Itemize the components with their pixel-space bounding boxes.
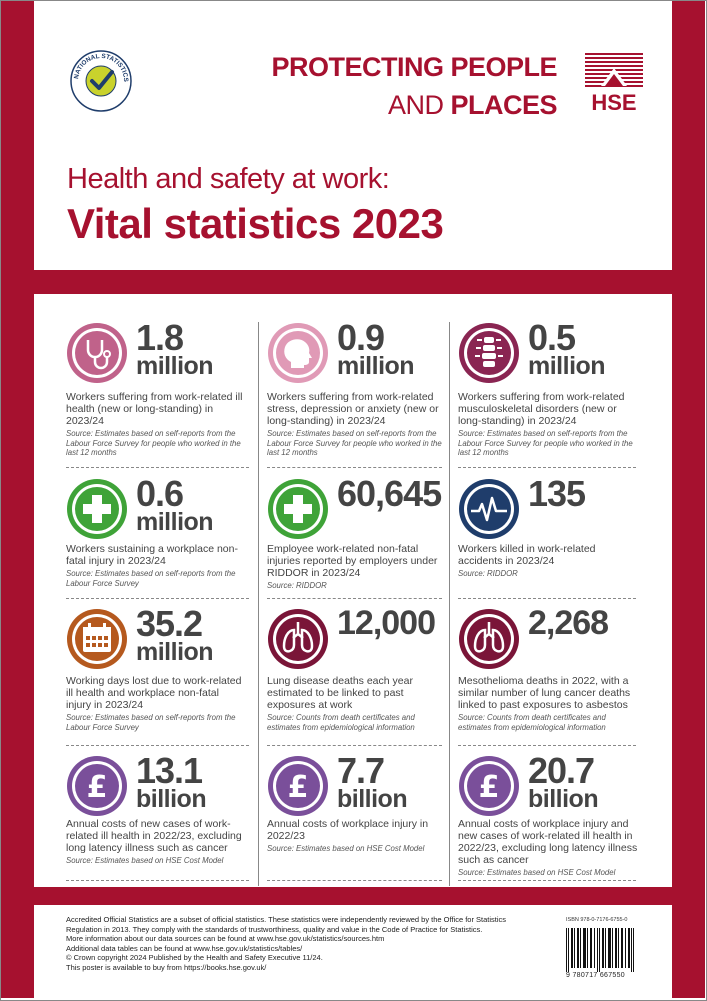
column-divider <box>449 322 450 886</box>
stat-figure: 0.9 million <box>337 317 415 380</box>
pound-icon: £ <box>459 756 519 816</box>
barcode-number: 9 780717 667550 <box>566 972 625 979</box>
slogan-places: PLACES <box>450 90 557 120</box>
stat-description: Workers killed in work-related accidents… <box>458 543 596 567</box>
row-divider <box>66 598 249 599</box>
stat-figure: 20.7 billion <box>528 750 599 813</box>
svg-text:£: £ <box>288 770 309 805</box>
stat-description: Annual costs of new cases of work-relate… <box>66 818 242 854</box>
stat-figure: 0.5 million <box>528 317 606 380</box>
stat-figure: 1.8 million <box>136 317 214 380</box>
stat-source: Source: RIDDOR <box>458 569 518 578</box>
stat-figure: 12,000 <box>337 604 436 642</box>
stat-description: Workers suffering from work-related ill … <box>66 391 243 427</box>
svg-text:HSE: HSE <box>591 90 636 114</box>
stat-figure: 2,268 <box>528 604 609 642</box>
isbn: ISBN 978-0-7176-6755-0 <box>566 917 628 923</box>
footer-line: Regulation in 2013. They comply with the… <box>66 924 483 934</box>
stat-source: Source: Estimates based on self-reports … <box>66 429 241 457</box>
pound-icon: £ <box>268 756 328 816</box>
slogan-line-1: PROTECTING PEOPLE <box>271 52 557 82</box>
stat-figure: 60,645 <box>337 473 442 514</box>
footer-line: More information about our data sources … <box>66 934 385 944</box>
national-statistics-logo: NATIONAL STATISTICS <box>70 50 132 112</box>
stat-source: Source: Estimates based on self-reports … <box>66 569 236 588</box>
stat-description: Annual costs of workplace injury and new… <box>458 818 638 866</box>
barcode <box>566 928 634 972</box>
footer-notes: Accredited Official Statistics are a sub… <box>66 915 526 973</box>
calendar-icon <box>67 609 127 669</box>
poster-subtitle: Health and safety at work: <box>67 163 390 195</box>
footer-divider-band <box>34 887 672 905</box>
hse-logo: HSE <box>585 53 643 114</box>
stat-description: Mesothelioma deaths in 2022, with a simi… <box>458 675 631 711</box>
footer-line: © Crown copyright 2024 Published by the … <box>66 953 323 963</box>
stat-figure: 7.7 billion <box>337 750 408 813</box>
column-divider <box>258 322 259 886</box>
first-aid-cross-icon <box>268 479 328 539</box>
stat-source: Source: Estimates based on HSE Cost Mode… <box>267 844 425 853</box>
right-border-band <box>672 1 705 998</box>
row-divider <box>458 745 636 746</box>
poster-title: Vital statistics 2023 <box>67 200 444 247</box>
stat-figure: 35.2 million <box>136 603 214 666</box>
first-aid-cross-icon <box>67 479 127 539</box>
row-divider <box>458 880 636 881</box>
stat-source: Source: RIDDOR <box>267 581 327 590</box>
stat-description: Workers sustaining a workplace non-fatal… <box>66 543 238 567</box>
stat-source: Source: Estimates based on self-reports … <box>267 429 442 457</box>
spine-icon <box>459 323 519 383</box>
stat-description: Employee work-related non-fatal injuries… <box>267 543 438 579</box>
row-divider <box>66 467 249 468</box>
head-profile-icon <box>268 323 328 383</box>
pound-icon: £ <box>67 756 127 816</box>
stat-source: Source: Estimates based on HSE Cost Mode… <box>66 856 224 865</box>
stat-description: Annual costs of workplace injury in 2022… <box>267 818 429 842</box>
stat-source: Source: Estimates based on self-reports … <box>66 713 236 732</box>
row-divider <box>458 467 636 468</box>
left-border-band <box>1 1 34 998</box>
stat-source: Source: Estimates based on self-reports … <box>458 429 633 457</box>
stat-figure: 0.6 million <box>136 473 214 536</box>
stat-figure: 13.1 billion <box>136 750 207 813</box>
stat-figure: 135 <box>528 473 586 514</box>
row-divider <box>66 745 249 746</box>
slogan-and: AND <box>387 90 451 120</box>
stat-description: Lung disease deaths each year estimated … <box>267 675 413 711</box>
footer-line: Accredited Official Statistics are a sub… <box>66 915 507 924</box>
stat-source: Source: Counts from death certificates a… <box>267 713 415 732</box>
row-divider <box>267 880 442 881</box>
svg-text:£: £ <box>479 770 500 805</box>
stethoscope-icon <box>67 323 127 383</box>
footer-line: This poster is available to buy from htt… <box>66 962 267 972</box>
stat-description: Workers suffering from work-related stre… <box>267 391 439 427</box>
row-divider <box>267 467 442 468</box>
footer-line: Additional data tables can be found at w… <box>66 943 303 953</box>
stat-source: Source: Counts from death certificates a… <box>458 713 606 732</box>
lungs-icon <box>268 609 328 669</box>
stat-description: Working days lost due to work-related il… <box>66 675 242 711</box>
row-divider <box>267 745 442 746</box>
slogan: PROTECTING PEOPLE AND PLACES <box>271 48 557 124</box>
lungs-icon <box>459 609 519 669</box>
header-divider-band <box>34 270 672 294</box>
row-divider <box>66 880 249 881</box>
svg-text:£: £ <box>87 770 108 805</box>
heartbeat-icon <box>459 479 519 539</box>
stat-description: Workers suffering from work-related musc… <box>458 391 625 427</box>
row-divider <box>267 598 442 599</box>
stat-source: Source: Estimates based on HSE Cost Mode… <box>458 868 616 877</box>
row-divider <box>458 598 636 599</box>
